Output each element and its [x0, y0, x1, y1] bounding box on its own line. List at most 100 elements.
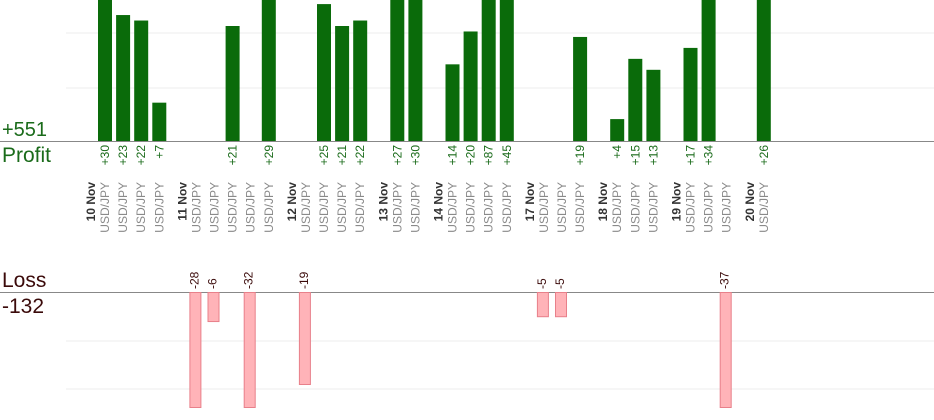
profit-total: +551 [2, 119, 48, 141]
pair-label: USD/JPY [646, 182, 660, 233]
loss-value-label: -37 [718, 271, 732, 289]
pair-label: USD/JPY [555, 182, 569, 233]
loss-value-label: -32 [242, 271, 256, 289]
loss-bar [719, 292, 732, 408]
loss-value-label: -19 [297, 271, 311, 289]
pair-label: USD/JPY [684, 182, 698, 233]
pair-label: USD/JPY [226, 182, 240, 233]
pair-label: USD/JPY [134, 182, 148, 233]
date-label: 17 Nov [523, 182, 537, 222]
profit-value-label: +30 [408, 145, 422, 166]
profit-value-label: +22 [353, 145, 367, 166]
profit-bar [701, 0, 716, 141]
profit-value-label: +19 [573, 145, 587, 166]
loss-total: -132 [2, 295, 45, 318]
date-label: 13 Nov [376, 182, 390, 222]
loss-bar [189, 292, 202, 408]
profit-bar [628, 58, 643, 141]
profit-value-label: +23 [116, 145, 130, 166]
date-label: 12 Nov [285, 182, 299, 222]
profit-bar [408, 0, 423, 141]
profit-bar [152, 102, 167, 141]
profit-value-label: +26 [757, 145, 771, 166]
profit-value-label: +13 [646, 145, 660, 166]
pair-label: USD/JPY [482, 182, 496, 233]
profit-bar [317, 4, 331, 141]
pair-label: USD/JPY [720, 182, 734, 233]
loss-value-label: -5 [535, 278, 549, 289]
pair-label: USD/JPY [299, 182, 313, 233]
profit-value-label: +15 [628, 145, 642, 166]
profit-bar [261, 0, 276, 141]
pair-label: USD/JPY [116, 182, 130, 233]
profit-bar [610, 119, 625, 141]
pair-label: USD/JPY [500, 182, 514, 233]
profit-bar [481, 0, 496, 141]
date-label: 18 Nov [596, 182, 610, 222]
profit-value-label: +17 [684, 145, 698, 166]
profit-label: Profit [2, 144, 52, 167]
profit-bar [646, 69, 661, 141]
profit-bar [573, 36, 588, 142]
pair-label: USD/JPY [537, 182, 551, 233]
profit-value-label: +25 [317, 145, 331, 166]
profit-value-label: +21 [226, 145, 240, 166]
profit-bar [116, 15, 131, 141]
profit-bar [390, 0, 405, 141]
profit-bar [683, 47, 698, 141]
pair-label: USD/JPY [408, 182, 422, 233]
profit-bar [463, 31, 478, 142]
profit-value-label: +27 [390, 145, 404, 166]
profit-value-label: +7 [152, 145, 166, 159]
pair-label: USD/JPY [757, 182, 771, 233]
profit-bar [225, 26, 240, 141]
loss-value-label: -5 [553, 278, 567, 289]
pair-label: USD/JPY [335, 182, 349, 233]
loss-bar [555, 292, 567, 318]
date-label: 10 Nov [84, 182, 98, 222]
profit-value-label: +22 [134, 145, 148, 166]
loss-label: Loss [2, 269, 47, 292]
profit-bar [756, 0, 771, 141]
profit-value-label: +34 [702, 145, 716, 166]
profit-value-label: +20 [464, 145, 478, 166]
pair-label: USD/JPY [262, 182, 276, 233]
profit-bar [98, 0, 112, 141]
profit-bar [353, 20, 368, 141]
pair-label: USD/JPY [353, 182, 367, 233]
pair-label: USD/JPY [152, 182, 166, 233]
pair-label: USD/JPY [628, 182, 642, 233]
profit-bar [335, 26, 350, 141]
pair-label: USD/JPY [390, 182, 404, 233]
pair-label: USD/JPY [573, 182, 587, 233]
profit-bar [134, 20, 149, 141]
loss-value-label: -6 [206, 278, 220, 289]
pair-label: USD/JPY [189, 182, 203, 233]
pair-label: USD/JPY [98, 182, 112, 233]
profit-value-label: +21 [335, 145, 349, 166]
profit-value-label: +87 [482, 145, 496, 166]
pair-label: USD/JPY [610, 182, 624, 233]
pair-label: USD/JPY [317, 182, 331, 233]
pair-label: USD/JPY [244, 182, 258, 233]
pair-label: USD/JPY [464, 182, 478, 233]
loss-bar [298, 292, 311, 385]
pair-label: USD/JPY [446, 182, 460, 233]
profit-value-label: +29 [262, 145, 276, 166]
profit-value-label: +30 [98, 145, 112, 166]
loss-bar [207, 292, 220, 323]
loss-value-label: -28 [187, 271, 201, 289]
pair-label: USD/JPY [208, 182, 222, 233]
profit-value-label: +14 [446, 145, 460, 166]
profit-value-label: +45 [500, 145, 514, 166]
profit-bar [445, 64, 460, 141]
date-label: 14 Nov [432, 182, 446, 222]
date-label: 11 Nov [175, 182, 189, 221]
loss-bar [243, 292, 256, 408]
date-label: 20 Nov [743, 182, 757, 222]
pair-label: USD/JPY [702, 182, 716, 233]
profit-bar [499, 0, 514, 141]
profit-value-label: +4 [610, 145, 624, 159]
loss-bar [536, 292, 549, 318]
